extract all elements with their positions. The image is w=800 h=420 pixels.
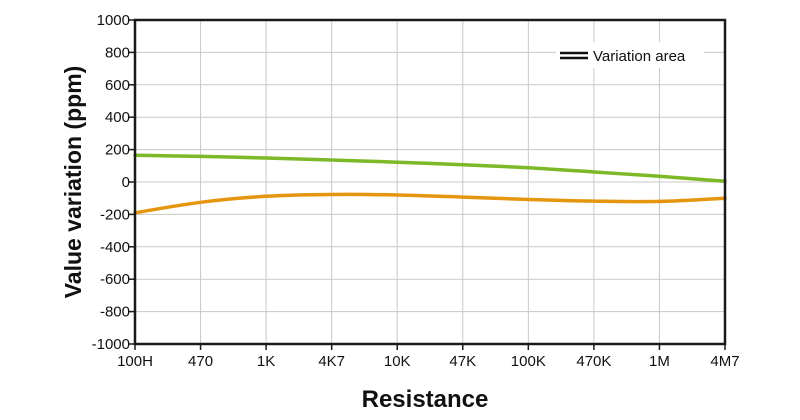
y-axis-title: Value variation (ppm) <box>60 66 86 299</box>
x-tick-label: 100K <box>511 353 546 370</box>
x-tick-label: 4K7 <box>318 353 345 370</box>
y-tick-label: -1000 <box>92 336 130 353</box>
x-tick-label: 470 <box>188 353 213 370</box>
y-tick-label: -800 <box>100 304 130 321</box>
series-line-2 <box>133 192 727 215</box>
legend-background <box>556 42 704 68</box>
y-axis-ticks: 1000 800 600 400 200 0 -200 -400 -600 -800 -1000 <box>92 12 135 353</box>
x-tick-label: 47K <box>449 353 476 370</box>
y-tick-label: 200 <box>105 142 130 159</box>
x-tick-label: 1M <box>649 353 670 370</box>
x-axis-title: Resistance <box>362 386 489 413</box>
y-tick-label: 1000 <box>97 12 130 29</box>
legend: Variation area <box>556 42 704 68</box>
x-tick-label: 4M7 <box>710 353 739 370</box>
y-tick-label: -600 <box>100 271 130 288</box>
series-line-1 <box>133 153 727 183</box>
legend-label: Variation area <box>593 48 686 65</box>
x-axis-ticks: 100H 470 1K 4K7 10K 47K 100K 470K 1M 4M7 <box>117 344 740 370</box>
y-tick-label: 0 <box>122 174 130 191</box>
y-tick-label: -400 <box>100 239 130 256</box>
y-tick-label: 800 <box>105 44 130 61</box>
y-tick-label: -200 <box>100 206 130 223</box>
grid <box>134 19 726 345</box>
series-lines <box>133 153 727 215</box>
x-tick-label: 10K <box>384 353 411 370</box>
y-tick-label: 600 <box>105 77 130 94</box>
x-tick-label: 100H <box>117 353 153 370</box>
x-tick-label: 1K <box>257 353 275 370</box>
y-tick-label: 400 <box>105 109 130 126</box>
x-tick-label: 470K <box>576 353 611 370</box>
